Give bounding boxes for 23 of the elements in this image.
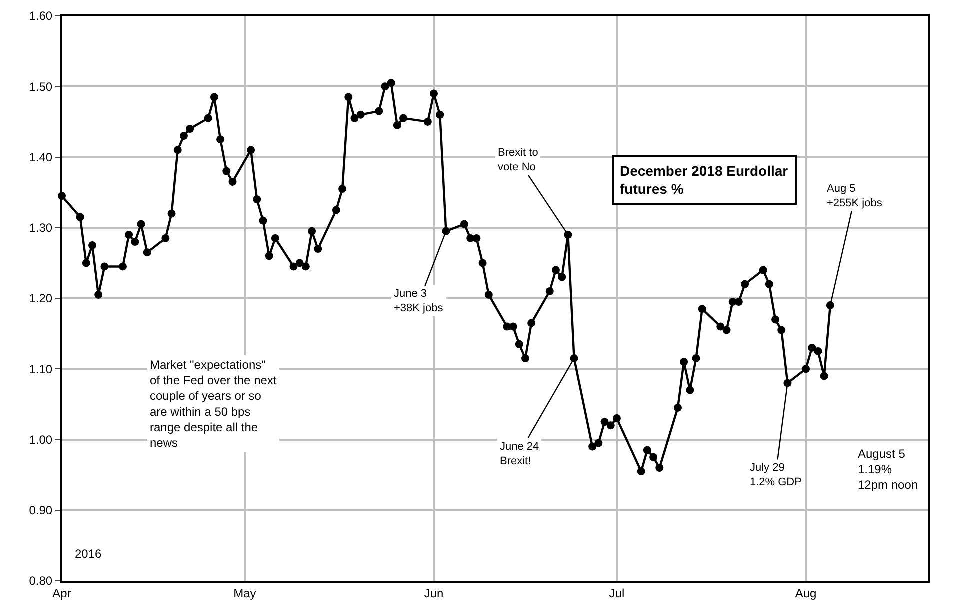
annotation: June 3 +38K jobs (394, 288, 444, 314)
y-tick-label: 1.60 (29, 9, 53, 24)
annotation: July 29 1.2% GDP (750, 462, 802, 488)
annotation: Aug 5 +255K jobs (827, 183, 883, 210)
y-tick-label: 0.80 (29, 574, 53, 588)
y-tick-label: 1.20 (29, 292, 53, 306)
annotation: Market "expectations" of the Fed over the next couple of years or so are within a 50 bps range despite all the news (150, 358, 278, 450)
annotation: June 24 Brexit! (500, 441, 540, 468)
annotation: Brexit to vote No (498, 147, 538, 174)
y-tick-label: 1.40 (29, 150, 53, 164)
x-tick-label: May (234, 586, 256, 600)
y-tick-label: 1.10 (29, 362, 53, 376)
text: December 2018 Eurdollar futures % (620, 163, 789, 198)
y-tick-label: 1.00 (29, 432, 53, 447)
x-tick-label: Jul (609, 586, 625, 600)
y-tick-label: 1.50 (29, 80, 53, 94)
annotation: 2016 (75, 547, 102, 561)
x-tick-label: Apr (52, 586, 72, 600)
annotation: August 5 1.19% 12pm noon (858, 447, 918, 492)
y-tick-label: 0.90 (29, 504, 53, 518)
x-tick-label: Aug (795, 586, 817, 600)
y-tick-label: 1.30 (29, 221, 53, 236)
x-tick-label: Jun (424, 586, 444, 600)
